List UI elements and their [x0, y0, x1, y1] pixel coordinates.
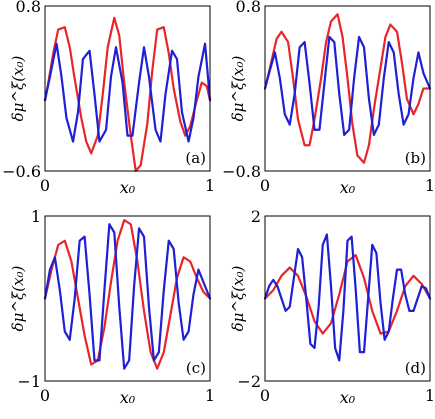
- y-tick-label: −2: [237, 372, 261, 391]
- x-axis-label: x₀: [340, 178, 356, 197]
- series-line-2: [43, 223, 212, 370]
- panel-label: (d): [405, 359, 426, 377]
- panel-label: (a): [185, 149, 206, 167]
- x-axis-label: x₀: [340, 388, 356, 407]
- x-tick-label: 0: [40, 176, 50, 195]
- series-line-2: [43, 42, 212, 143]
- plot-frame: [44, 215, 211, 382]
- x-tick-label: 1: [425, 176, 435, 195]
- y-tick-label: 0.8: [16, 0, 41, 16]
- series-line-2: [263, 35, 432, 137]
- x-tick-label: 0: [40, 386, 50, 405]
- panel-c: 0 1 1 −1 x₀ δμ^ξ(x₀) (c): [9, 207, 215, 407]
- panel-b: 0 1 0.8 −0.8 x₀ δμ^ξ(x₀) (b): [222, 0, 435, 197]
- series-line-1: [43, 16, 212, 173]
- y-axis-label: δμ^ξ(x₀): [9, 55, 27, 121]
- x-tick-label: 0: [260, 176, 270, 195]
- x-tick-label: 1: [425, 386, 435, 405]
- y-tick-label: −0.8: [222, 162, 261, 181]
- x-axis-label: x₀: [120, 388, 136, 407]
- y-tick-label: 0.8: [236, 0, 261, 16]
- y-axis-label: δμ^ξ(x₀): [229, 265, 247, 331]
- panel-label: (c): [186, 359, 206, 377]
- y-tick-label: 1: [31, 207, 41, 226]
- panel-label: (b): [405, 149, 426, 167]
- x-tick-label: 1: [205, 386, 215, 405]
- panel-a: 0 1 0.8 −0.6 x₀ δμ^ξ(x₀) (a): [2, 0, 215, 197]
- x-axis-label: x₀: [120, 178, 136, 197]
- x-tick-label: 1: [205, 176, 215, 195]
- panel-d: 0 1 2 −2 x₀ δμ^ξ(x₀) (d): [229, 207, 435, 407]
- series-line-1: [263, 13, 432, 164]
- series-line-1: [263, 254, 432, 335]
- y-tick-label: −1: [17, 372, 41, 391]
- y-tick-label: −0.6: [2, 162, 41, 181]
- series-line-1: [43, 219, 212, 370]
- plot-frame: [264, 215, 431, 382]
- series-line-2: [263, 233, 432, 362]
- y-axis-label: δμ^ξ(x₀): [9, 265, 27, 331]
- plot-frame: [44, 5, 211, 172]
- y-tick-label: 2: [251, 207, 261, 226]
- x-tick-label: 0: [260, 386, 270, 405]
- y-axis-label: δμ^ξ(x₀): [229, 55, 247, 121]
- plot-frame: [264, 5, 431, 172]
